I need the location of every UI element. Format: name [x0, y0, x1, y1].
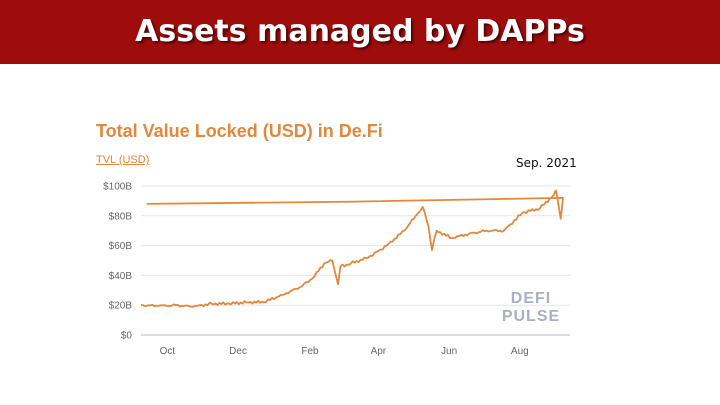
x-tick-label: Aug: [511, 346, 529, 357]
slide-title: Assets managed by DAPPs: [135, 14, 585, 49]
y-tick-label: $80B: [109, 211, 133, 222]
tvl-series-line: [141, 189, 564, 308]
y-tick-label: $40B: [109, 271, 133, 282]
x-tick-label: Dec: [229, 346, 247, 357]
title-bar: [0, 0, 720, 64]
x-tick-label: Apr: [371, 346, 387, 357]
y-tick-label: $0: [121, 331, 133, 342]
date-note: Sep. 2021: [516, 156, 577, 170]
y-tick-label: $20B: [109, 301, 133, 312]
legend-label: TVL (USD): [96, 154, 150, 166]
watermark-line-2: PULSE: [501, 308, 561, 325]
defi-pulse-watermark: DEFI PULSE: [500, 290, 562, 326]
y-tick-label: $100B: [103, 182, 132, 193]
watermark-line-1: DEFI: [510, 290, 552, 307]
x-tick-label: Feb: [301, 346, 319, 357]
x-tick-label: Jun: [441, 346, 457, 357]
x-tick-label: Oct: [160, 346, 176, 357]
y-tick-label: $60B: [109, 241, 133, 252]
chart-title: Total Value Locked (USD) in De.Fi: [96, 121, 383, 141]
chart-panel: [82, 108, 582, 370]
